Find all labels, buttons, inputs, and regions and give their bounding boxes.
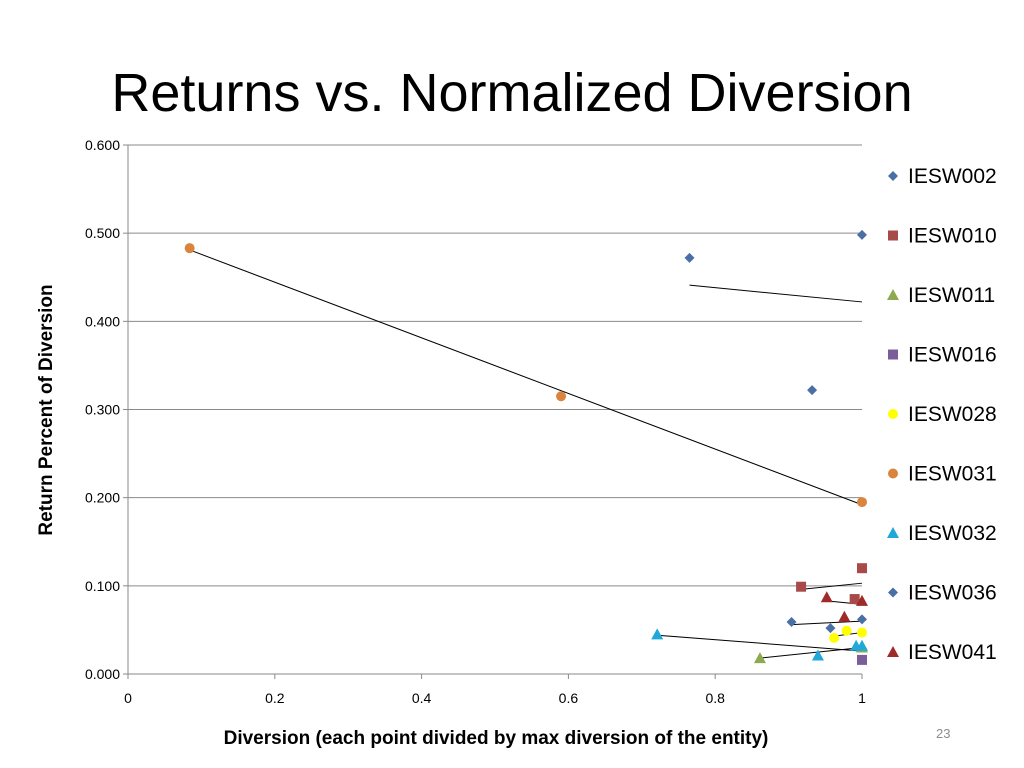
legend-item-iesw036: IESW036 [888,582,997,605]
legend-marker [887,527,899,538]
data-point-iesw036 [857,614,867,625]
trendline-iesw036 [791,620,863,626]
legend-label: IESW028 [908,403,997,426]
x-axis-title: Diversion (each point divided by max div… [224,728,769,749]
data-point-iesw010 [857,563,867,574]
data-point-iesw002 [684,252,695,263]
data-point-iesw031 [556,391,567,402]
legend-label: IESW036 [908,582,997,605]
data-point-iesw028 [829,632,840,643]
data-point-iesw028 [841,625,852,636]
legend-item-iesw002: IESW002 [888,165,997,188]
legend-label: IESW031 [908,463,997,486]
data-point-iesw036 [786,616,797,627]
data-point-iesw010 [796,581,807,592]
legend-marker [888,409,898,419]
y-tick-label: 0.300 [85,402,120,418]
gridlines [128,144,862,587]
x-tick-label: 1 [858,690,866,706]
legend-marker [888,587,898,598]
data-points [184,229,868,665]
data-point-iesw028 [857,627,867,638]
legend-item-iesw041: IESW041 [887,641,997,664]
data-point-iesw031 [184,243,195,254]
trendline-iesw031 [189,249,863,506]
trendline-iesw002 [689,284,863,303]
legend-label: IESW011 [908,284,995,307]
y-tick-label: 0.400 [85,313,120,329]
slide-title: Returns vs. Normalized Diversion [111,63,913,123]
legend-marker [888,468,898,479]
data-point-iesw041 [838,610,851,622]
y-tick-label: 0.000 [85,666,120,682]
data-point-iesw016 [857,654,867,665]
trendline-iesw010 [801,582,863,590]
legend-label: IESW002 [908,165,997,188]
legend-marker [888,349,898,360]
data-point-iesw031 [857,497,867,508]
legend-item-iesw028: IESW028 [888,403,997,426]
trendline-iesw032 [657,634,863,652]
legend-marker [887,646,899,657]
y-tick-label: 0.200 [85,490,120,506]
data-point-iesw032 [811,649,824,661]
trendlines [189,249,863,659]
slide-number: 23 [936,726,951,741]
legend-label: IESW032 [908,522,997,545]
data-point-iesw032 [856,639,868,651]
x-tick-label: 0.6 [559,690,579,706]
legend-item-iesw010: IESW010 [888,225,997,248]
trendline-iesw011 [759,647,863,659]
data-point-iesw036 [825,623,836,634]
legend-item-iesw016: IESW016 [888,344,997,367]
legend-label: IESW016 [908,344,997,367]
legend-label: IESW041 [908,641,997,664]
legend-label: IESW010 [908,225,997,248]
data-point-iesw002 [807,385,818,396]
x-tick-label: 0.8 [705,690,725,706]
y-tick-label: 0.500 [85,225,120,241]
legend-item-iesw031: IESW031 [888,463,997,486]
data-point-iesw032 [651,628,664,640]
y-tick-label: 0.100 [85,578,120,594]
y-axis-title: Return Percent of Diversion [36,284,57,535]
data-point-iesw041 [820,591,833,603]
x-tick-label: 0.4 [412,690,432,706]
axes: 0.000 0.100 0.200 0.300 0.400 0.500 0.600 0 0.2 0… [85,137,866,706]
data-point-iesw041 [856,594,868,606]
legend-item-iesw011: IESW011 [887,284,995,307]
data-point-iesw010 [849,594,860,605]
y-tick-label: 0.600 [85,137,120,153]
legend: IESW002 IESW010 IESW011 IESW016 IESW028 IESW0… [887,165,997,664]
legend-marker [888,171,898,181]
data-point-iesw011 [753,652,766,664]
x-tick-label: 0.2 [265,690,285,706]
legend-marker [887,289,899,300]
legend-marker [888,230,898,241]
data-point-iesw002 [857,229,867,240]
x-tick-label: 0 [124,690,132,706]
legend-item-iesw032: IESW032 [887,522,997,545]
